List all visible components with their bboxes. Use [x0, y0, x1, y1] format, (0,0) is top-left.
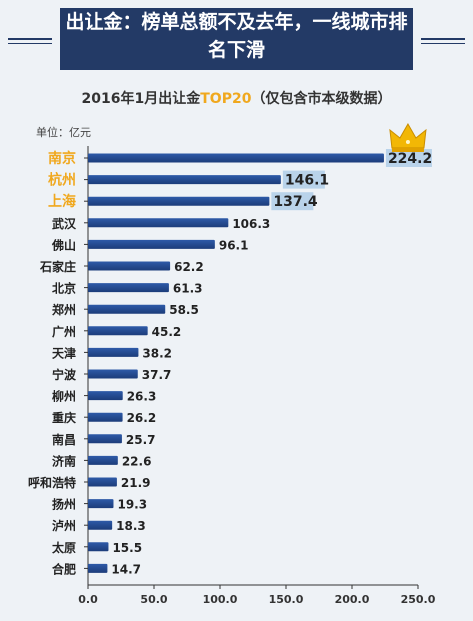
category-label: 扬州 [52, 497, 76, 512]
value-label: 37.7 [142, 368, 172, 382]
value-label: 18.3 [116, 519, 146, 533]
bar [88, 218, 229, 228]
value-label: 25.7 [126, 433, 156, 447]
value-label-box [282, 170, 325, 189]
category-label: 北京 [52, 281, 76, 296]
x-tick-label: 0.0 [78, 593, 98, 606]
category-label: 武汉 [52, 216, 77, 231]
chart-title: 2016年1月出让金TOP20（仅包含市本级数据） [0, 88, 473, 108]
category-label: 宁波 [52, 367, 77, 382]
value-label: 106.3 [232, 217, 270, 231]
bar [88, 455, 118, 465]
bar [88, 347, 139, 357]
x-tick-label: 150.0 [269, 593, 304, 606]
category-label: 郑州 [52, 302, 76, 317]
page-title-line2: 名下滑 [207, 39, 265, 61]
bar [88, 391, 123, 401]
value-label: 15.5 [112, 541, 142, 555]
value-label: 146.1 [285, 173, 329, 189]
bar [88, 542, 109, 552]
value-label: 38.2 [142, 346, 172, 360]
value-label: 19.3 [117, 498, 147, 512]
category-label: 上海 [48, 193, 76, 210]
chart-title-suffix: （仅包含市本级数据） [251, 91, 392, 107]
category-label: 天津 [52, 345, 76, 360]
value-label: 22.6 [122, 454, 152, 468]
category-label: 太原 [52, 540, 76, 555]
bar [88, 369, 138, 379]
bar [88, 499, 114, 509]
value-label: 61.3 [173, 282, 203, 296]
value-label: 45.2 [152, 325, 182, 339]
category-label: 呼和浩特 [28, 475, 76, 490]
value-label: 26.2 [127, 411, 157, 425]
value-label: 58.5 [169, 303, 199, 317]
title-banner: 出让金：榜单总额不及去年，一线城市排 名下滑 [0, 0, 473, 78]
crown-icon [389, 122, 427, 152]
page-title-line1: 出让金：榜单总额不及去年，一线城市排 [65, 11, 408, 33]
value-label: 14.7 [111, 562, 141, 576]
value-label: 96.1 [219, 238, 249, 252]
category-label: 济南 [52, 453, 76, 468]
banner-rule-right [421, 38, 465, 44]
value-label: 21.9 [121, 476, 151, 490]
category-label: 泸州 [52, 518, 76, 533]
value-label: 224.2 [388, 151, 432, 167]
bar [88, 304, 166, 314]
value-label-box [385, 149, 432, 167]
category-label: 合肥 [52, 561, 76, 576]
x-tick-label: 250.0 [401, 593, 436, 606]
category-label: 柳州 [52, 389, 76, 404]
chart-title-highlight: TOP20 [200, 91, 252, 107]
value-label: 62.2 [174, 260, 204, 274]
bar [88, 434, 122, 444]
bar [88, 175, 281, 185]
chart-title-prefix: 2016年1月出让金 [81, 91, 201, 107]
category-label: 石家庄 [39, 259, 76, 274]
bar [88, 239, 215, 249]
category-label: 佛山 [51, 237, 76, 252]
value-label: 26.3 [127, 390, 157, 404]
bar [88, 283, 169, 293]
bar [88, 563, 108, 573]
bar [88, 477, 117, 487]
x-tick-label: 100.0 [203, 593, 238, 606]
category-label: 重庆 [52, 410, 76, 425]
x-tick-label: 200.0 [335, 593, 370, 606]
bar [88, 412, 123, 422]
bar [88, 261, 171, 271]
category-label: 广州 [52, 324, 76, 339]
banner-rule-left [8, 38, 52, 44]
category-label: 南京 [48, 150, 76, 167]
x-tick-label: 50.0 [140, 593, 167, 606]
page-title: 出让金：榜单总额不及去年，一线城市排 名下滑 [60, 8, 413, 70]
category-label: 杭州 [48, 172, 76, 189]
bar [88, 520, 113, 530]
category-label: 南昌 [52, 432, 76, 447]
value-label: 137.4 [273, 194, 318, 210]
unit-label: 单位：亿元 [36, 126, 91, 139]
bar [88, 196, 270, 206]
value-label-box [271, 192, 314, 211]
bar [88, 326, 148, 336]
bar [88, 153, 384, 163]
